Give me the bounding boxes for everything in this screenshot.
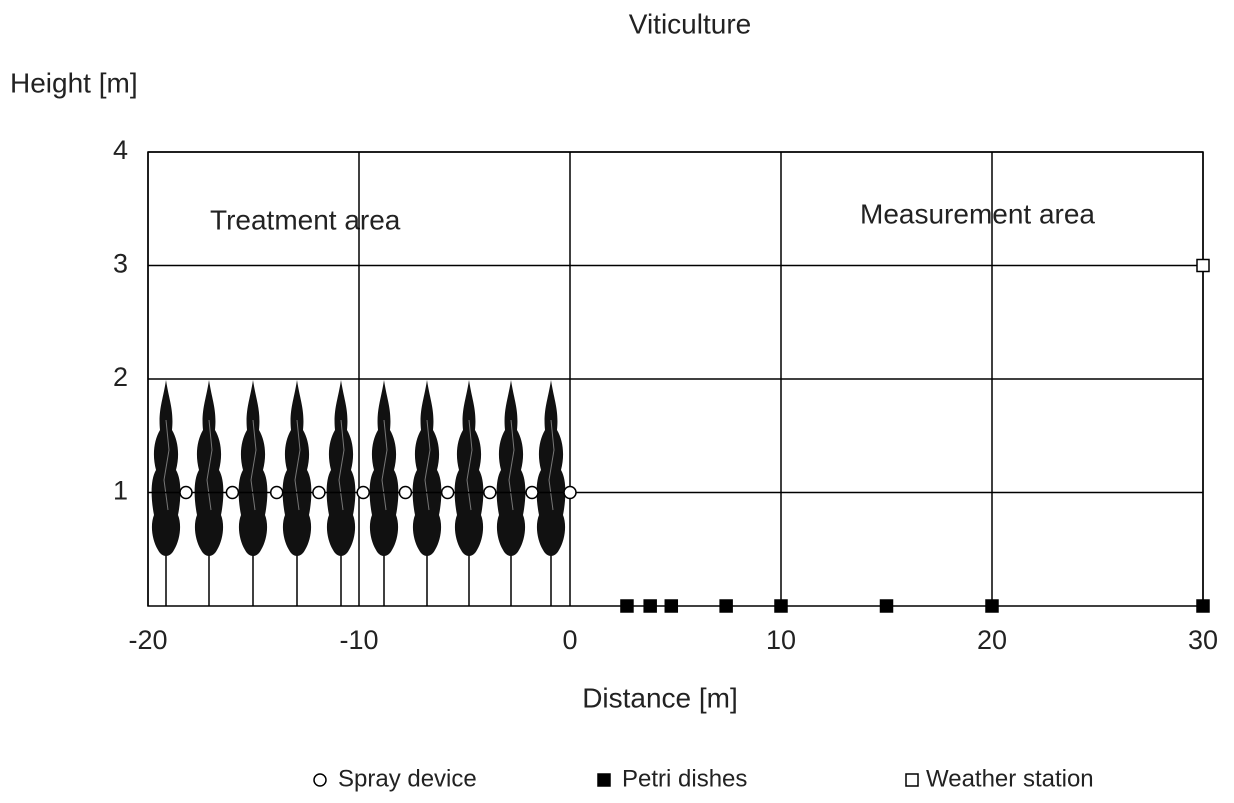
x-tick-label: 0: [562, 625, 577, 655]
data-point: [398, 485, 413, 500]
annotation: Treatment area: [210, 204, 401, 235]
x-axis-label: Distance [m]: [582, 682, 738, 713]
data-point: [774, 599, 788, 613]
data-point: [1196, 258, 1210, 273]
data-point: [719, 599, 733, 613]
x-tick-label: -20: [128, 625, 167, 655]
annotation: Measurement area: [860, 198, 1095, 229]
chart-title: Viticulture: [629, 8, 751, 39]
data-point: [356, 485, 370, 500]
legend-label: Spray device: [338, 765, 477, 792]
data-point: [664, 599, 679, 613]
data-point: [985, 599, 999, 613]
y-tick-label: 2: [113, 362, 128, 392]
x-tick-label: 10: [766, 625, 796, 655]
legend-marker: [313, 773, 327, 787]
data-point: [225, 485, 240, 500]
data-point: [879, 599, 894, 613]
legend-label: Weather station: [926, 765, 1094, 792]
y-axis-label: Height [m]: [10, 67, 138, 98]
legend-marker: [905, 773, 919, 787]
data-point: [312, 485, 326, 500]
x-tick-label: 20: [977, 625, 1007, 655]
data-point: [620, 599, 634, 613]
data-point: [179, 485, 193, 500]
data-point: [440, 485, 455, 500]
data-point: [643, 599, 657, 613]
legend-label: Petri dishes: [622, 765, 747, 792]
legend-marker: [597, 773, 611, 787]
data-point: [483, 485, 497, 500]
y-tick-label: 3: [113, 249, 128, 279]
x-tick-label: 30: [1188, 625, 1218, 655]
x-tick-label: -10: [339, 625, 378, 655]
data-point: [563, 485, 577, 500]
data-point: [1196, 599, 1210, 613]
y-tick-label: 4: [113, 135, 128, 165]
data-point: [525, 485, 539, 500]
data-point: [269, 485, 284, 500]
y-tick-label: 1: [113, 476, 128, 506]
